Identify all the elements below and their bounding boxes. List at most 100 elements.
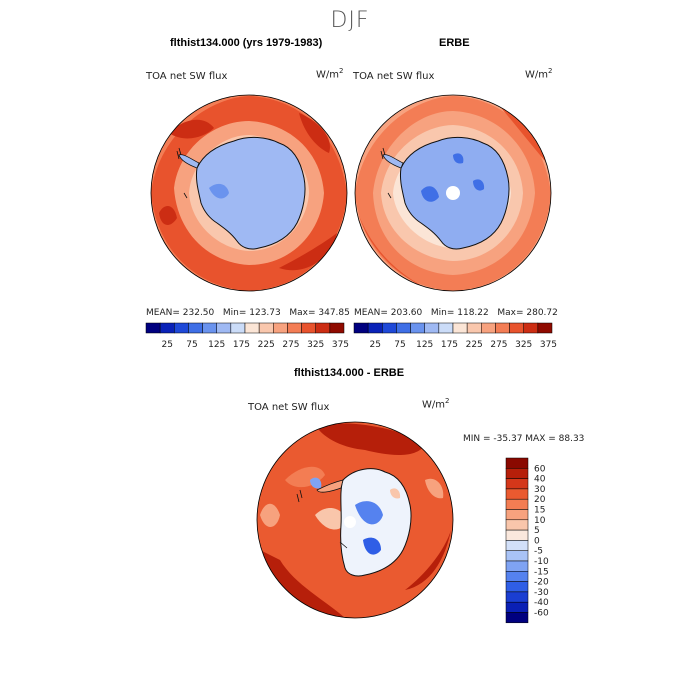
colorbar-swatch bbox=[287, 322, 302, 334]
map-patch-darker-1 bbox=[315, 423, 425, 455]
colorbar-swatch bbox=[505, 560, 529, 572]
map-patch-mid-2 bbox=[425, 478, 444, 499]
colorbar-swatch bbox=[258, 322, 274, 334]
colorbar-swatch bbox=[145, 322, 161, 334]
colorbar-swatch bbox=[424, 322, 440, 334]
coast-islands-obs bbox=[380, 147, 392, 199]
map-patch-dark-3 bbox=[279, 233, 337, 271]
continent-patch-neg-2 bbox=[363, 537, 381, 555]
colorbar-tick-label: 5 bbox=[534, 526, 540, 536]
colorbar-swatch bbox=[505, 529, 529, 541]
colorbar-swatch bbox=[329, 322, 345, 334]
colorbar-swatch bbox=[505, 571, 529, 582]
pole-hole bbox=[446, 186, 460, 200]
map-patch-dark-4 bbox=[159, 206, 177, 225]
coast-islands-diff bbox=[296, 489, 348, 549]
stats-obs: MEAN= 203.60 Min= 118.22 Max= 280.72 bbox=[354, 308, 558, 318]
colorbar-swatch bbox=[301, 322, 316, 334]
units-label-diff: W/m2 bbox=[422, 397, 450, 411]
polar-map-diff bbox=[256, 421, 454, 619]
panel-title-obs: ERBE bbox=[439, 37, 470, 49]
colorbar-tick-label: 75 bbox=[394, 340, 405, 350]
colorbar-swatch bbox=[505, 498, 529, 510]
colorbar-tick-label: 0 bbox=[534, 536, 540, 546]
colorbar-swatch bbox=[410, 322, 425, 334]
colorbar-swatch bbox=[174, 322, 189, 334]
colorbar-swatch bbox=[396, 322, 411, 334]
colorbar-swatch bbox=[315, 322, 331, 334]
map-border bbox=[150, 94, 348, 292]
colorbar-swatch bbox=[523, 322, 539, 334]
colorbar-swatch bbox=[537, 322, 553, 334]
colorbar-tick-label: 175 bbox=[233, 340, 250, 350]
panel-title-model: flthist134.000 (yrs 1979-1983) bbox=[170, 37, 323, 49]
colorbar-tick-label: -10 bbox=[534, 557, 549, 567]
colorbar-tick-label: 375 bbox=[540, 340, 557, 350]
continent-patch-neg-3 bbox=[310, 477, 322, 489]
continent-model bbox=[196, 136, 306, 250]
colorbar-swatch bbox=[505, 550, 529, 562]
colorbar-tick-label: 20 bbox=[534, 495, 546, 505]
colorbar-tick-label: 60 bbox=[534, 464, 546, 474]
colorbar-tick-label: 75 bbox=[186, 340, 197, 350]
variable-label-obs: TOA net SW flux bbox=[353, 71, 435, 82]
colorbar-tick-label: 325 bbox=[307, 340, 324, 350]
colorbar-swatch bbox=[509, 322, 524, 334]
colorbar-swatch bbox=[505, 601, 529, 613]
continent-patch-low-1 bbox=[421, 186, 439, 202]
colorbar-obs: 25 75 125 175 225 275 325 375 bbox=[353, 322, 557, 350]
colorbar-swatch bbox=[505, 612, 529, 624]
colorbar-swatch bbox=[382, 322, 397, 334]
colorbar-tick-label: 10 bbox=[534, 516, 546, 526]
map-patch-mid-3 bbox=[315, 508, 347, 530]
colorbar-swatch bbox=[159, 322, 175, 334]
continent-patch-neg-1 bbox=[355, 501, 383, 525]
colorbar-tick-label: 225 bbox=[258, 340, 275, 350]
colorbar-tick-label: 125 bbox=[416, 340, 433, 350]
continent-patch-low-3 bbox=[453, 153, 464, 164]
variable-label-diff: TOA net SW flux bbox=[248, 402, 330, 413]
colorbar-swatch bbox=[505, 519, 529, 531]
colorbar-tick-label: 175 bbox=[441, 340, 458, 350]
map-patch-dark-2 bbox=[299, 113, 330, 153]
pole-hole bbox=[344, 516, 356, 528]
units-label-model: W/m2 bbox=[316, 67, 344, 81]
colorbar-tick-label: 225 bbox=[466, 340, 483, 350]
colorbar-swatch bbox=[505, 581, 529, 593]
polar-map-obs bbox=[354, 94, 552, 292]
stats-model: MEAN= 232.50 Min= 123.73 Max= 347.85 bbox=[146, 308, 350, 318]
colorbar-tick-label: 325 bbox=[515, 340, 532, 350]
colorbar-model: 25 75 125 175 225 275 325 375 bbox=[145, 322, 349, 350]
colorbar-tick-label: -20 bbox=[534, 578, 549, 588]
colorbar-swatch bbox=[367, 322, 383, 334]
colorbar-swatch bbox=[202, 322, 217, 334]
peninsula-obs bbox=[382, 154, 404, 169]
continent-patch-low bbox=[209, 183, 229, 199]
colorbar-swatch bbox=[452, 322, 468, 334]
colorbar-swatch bbox=[273, 322, 288, 334]
colorbar-tick-label: 30 bbox=[534, 485, 546, 495]
colorbar-tick-label: -15 bbox=[534, 567, 549, 577]
colorbar-tick-label: -5 bbox=[534, 547, 543, 557]
colorbar-swatch bbox=[230, 322, 246, 334]
colorbar-tick-label: -60 bbox=[534, 609, 549, 619]
map-patch-mid-1 bbox=[260, 503, 280, 528]
colorbar-tick-label: 125 bbox=[208, 340, 225, 350]
polar-map-model bbox=[150, 94, 348, 292]
colorbar-swatch bbox=[188, 322, 203, 334]
colorbar-tick-label: 15 bbox=[534, 506, 545, 516]
colorbar-tick-label: -40 bbox=[534, 598, 549, 608]
colorbar-tick-label: 25 bbox=[369, 340, 380, 350]
units-label-obs: W/m2 bbox=[525, 67, 553, 81]
colorbar-swatch bbox=[505, 468, 529, 479]
colorbar-tick-label: -30 bbox=[534, 588, 549, 598]
map-patch-dark-1 bbox=[493, 98, 551, 168]
panel-title-diff: flthist134.000 - ERBE bbox=[294, 367, 405, 379]
colorbar-swatch bbox=[505, 488, 529, 500]
continent-patch-low-2 bbox=[473, 179, 485, 191]
minmax-diff: MIN = -35.37 MAX = 88.33 bbox=[463, 434, 585, 444]
colorbar-swatch bbox=[505, 591, 529, 603]
season-title: DJF bbox=[330, 8, 370, 33]
colorbar-swatch bbox=[353, 322, 369, 334]
